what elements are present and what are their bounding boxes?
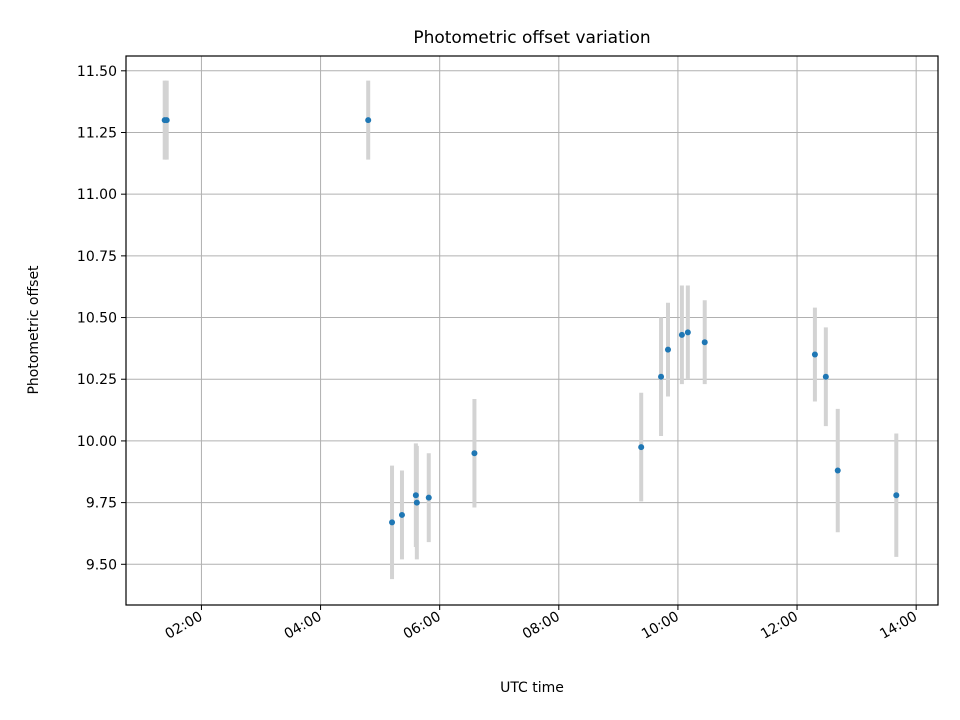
y-tick-label: 10.00 xyxy=(77,434,117,450)
y-tick-label: 11.00 xyxy=(77,187,117,203)
y-tick-label: 10.25 xyxy=(77,372,117,388)
x-axis-label: UTC time xyxy=(500,680,564,696)
data-point xyxy=(365,117,372,124)
data-point xyxy=(684,329,691,336)
data-point xyxy=(811,351,818,358)
data-point xyxy=(834,467,841,474)
y-tick-label: 11.25 xyxy=(77,125,117,141)
y-tick-label: 11.50 xyxy=(77,64,117,80)
data-point xyxy=(163,117,170,124)
chart-title: Photometric offset variation xyxy=(413,28,650,48)
grid-lines xyxy=(126,56,938,605)
x-tick-label: 08:00 xyxy=(520,609,563,643)
data-point xyxy=(638,444,645,451)
data-point xyxy=(413,499,420,506)
x-tick-label: 02:00 xyxy=(162,609,205,643)
data-point xyxy=(471,450,478,457)
y-tick-label: 9.50 xyxy=(86,557,117,573)
data-point xyxy=(678,331,685,338)
data-point xyxy=(389,519,396,526)
data-point xyxy=(398,511,405,518)
x-tick-label: 06:00 xyxy=(401,609,444,643)
y-tick-label: 9.75 xyxy=(86,496,117,512)
x-tick-label: 14:00 xyxy=(877,609,920,643)
x-tick-label: 12:00 xyxy=(758,609,801,643)
data-point xyxy=(412,492,419,499)
y-tick-label: 10.75 xyxy=(77,249,117,265)
data-point xyxy=(664,346,671,353)
y-tick-label: 10.50 xyxy=(77,311,117,327)
x-tick-label: 10:00 xyxy=(639,609,682,643)
data-point xyxy=(893,492,900,499)
data-point xyxy=(658,373,665,380)
data-point xyxy=(701,339,708,346)
x-tick-label: 04:00 xyxy=(282,609,325,643)
data-point xyxy=(822,373,829,380)
plot-frame xyxy=(125,55,939,606)
data-point xyxy=(425,494,432,501)
data-points xyxy=(161,117,900,526)
error-bars xyxy=(162,80,899,580)
axis-ticks: 02:00 04:00 06:00 08:00 10:00 12:00 14:00 9.50 9… xyxy=(77,64,920,643)
y-axis-label: Photometric offset xyxy=(26,265,42,395)
